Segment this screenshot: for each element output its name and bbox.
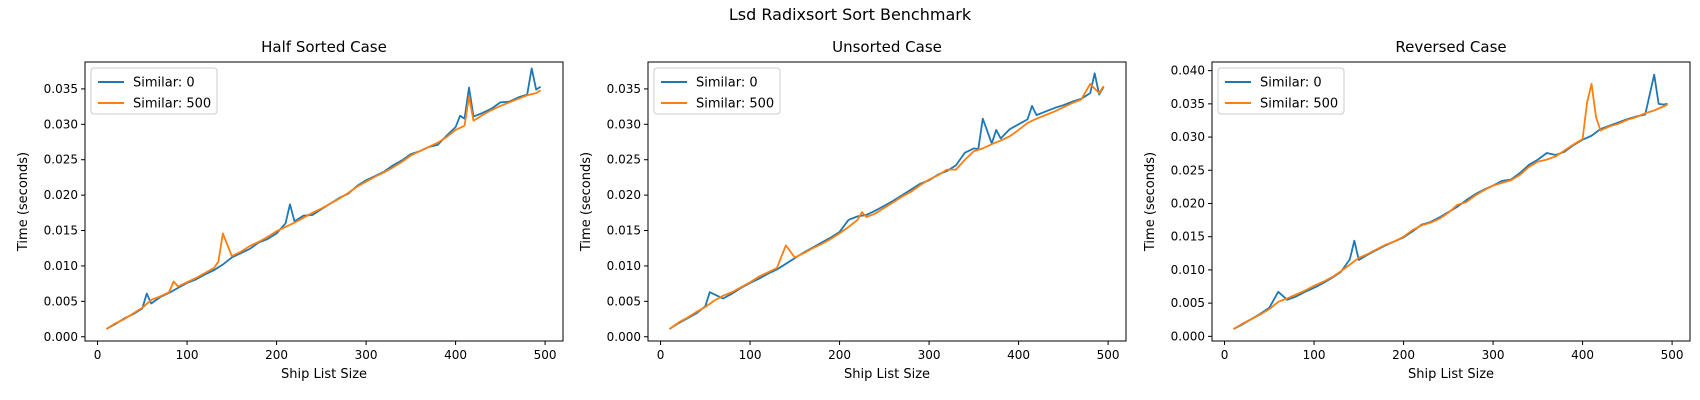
y-tick-label: 0.005 [44, 294, 78, 308]
legend: Similar: 0 Similar: 500 [1217, 67, 1345, 115]
x-tick-label: 0 [1221, 348, 1229, 362]
y-tick-label: 0.000 [44, 330, 78, 344]
y-tick-label: 0.035 [1171, 97, 1205, 111]
legend-label: Similar: 500 [1260, 97, 1338, 112]
y-tick-label: 0.020 [44, 188, 78, 202]
y-axis-label: Time (seconds) [1143, 152, 1158, 252]
y-tick-label: 0.035 [607, 82, 641, 96]
y-tick-label: 0.040 [1171, 64, 1205, 78]
legend-label: Similar: 0 [133, 76, 195, 91]
x-tick-label: 300 [918, 348, 941, 362]
y-tick-label: 0.010 [1171, 263, 1205, 277]
x-tick-label: 0 [657, 348, 665, 362]
series-line-similar-500 [105, 89, 542, 330]
legend-label: Similar: 0 [1260, 76, 1322, 91]
x-tick-label: 200 [265, 348, 288, 362]
figure-suptitle: Lsd Radixsort Sort Benchmark [729, 5, 972, 24]
y-axis-label: Time (seconds) [579, 152, 594, 252]
plot-frame [84, 61, 564, 342]
x-tick-label: 100 [176, 348, 199, 362]
y-tick-label: 0.030 [1171, 130, 1205, 144]
x-tick-label: 300 [1482, 348, 1505, 362]
y-tick-label: 0.010 [607, 259, 641, 273]
x-axis-label: Ship List Size [844, 367, 930, 382]
y-tick-label: 0.025 [44, 153, 78, 167]
y-tick-label: 0.015 [1171, 230, 1205, 244]
y-tick-label: 0.015 [607, 224, 641, 238]
legend-label: Similar: 500 [696, 97, 774, 112]
y-tick-label: 0.005 [1171, 296, 1205, 310]
plot-frame [647, 61, 1127, 342]
x-tick-label: 200 [1392, 348, 1415, 362]
x-tick-label: 300 [355, 348, 378, 362]
y-tick-label: 0.025 [1171, 163, 1205, 177]
x-tick-label: 400 [444, 348, 467, 362]
x-axis-label: Ship List Size [281, 367, 367, 382]
x-tick-label: 400 [1007, 348, 1030, 362]
x-tick-label: 500 [1661, 348, 1684, 362]
chart-title: Reversed Case [1395, 38, 1506, 56]
x-tick-label: 100 [1303, 348, 1326, 362]
y-tick-label: 0.020 [1171, 196, 1205, 210]
series-line-similar-500 [1233, 83, 1668, 330]
x-tick-label: 500 [534, 348, 557, 362]
legend: Similar: 0 Similar: 500 [653, 67, 781, 115]
y-axis-label: Time (seconds) [16, 152, 31, 252]
y-tick-label: 0.020 [607, 188, 641, 202]
y-tick-label: 0.010 [44, 259, 78, 273]
chart-title: Unsorted Case [832, 38, 942, 56]
series-line-similar-500 [668, 83, 1105, 330]
chart-panel-1: Half Sorted Case 0 100 200 300 400 500 0.000 0.0… [16, 38, 564, 382]
y-tick-label: 0.000 [1171, 329, 1205, 343]
y-tick-label: 0.030 [607, 117, 641, 131]
x-tick-label: 100 [739, 348, 762, 362]
y-tick-label: 0.000 [607, 330, 641, 344]
chart-panel-3: Reversed Case 0 100 200 300 400 500 0.000 0.005 0… [1143, 38, 1691, 382]
x-axis-label: Ship List Size [1408, 367, 1494, 382]
plot-frame [1211, 61, 1691, 342]
y-tick-label: 0.025 [607, 153, 641, 167]
legend: Similar: 0 Similar: 500 [90, 67, 218, 115]
y-tick-label: 0.015 [44, 224, 78, 238]
x-tick-label: 400 [1571, 348, 1594, 362]
legend-label: Similar: 0 [696, 76, 758, 91]
y-tick-label: 0.030 [44, 117, 78, 131]
x-tick-label: 0 [94, 348, 102, 362]
x-tick-label: 200 [828, 348, 851, 362]
x-tick-label: 500 [1097, 348, 1120, 362]
legend-label: Similar: 500 [133, 97, 211, 112]
y-tick-label: 0.005 [607, 294, 641, 308]
y-tick-label: 0.035 [44, 82, 78, 96]
chart-panel-2: Unsorted Case 0 100 200 300 400 500 0.000 0.005 0… [579, 38, 1127, 382]
chart-title: Half Sorted Case [261, 38, 387, 56]
